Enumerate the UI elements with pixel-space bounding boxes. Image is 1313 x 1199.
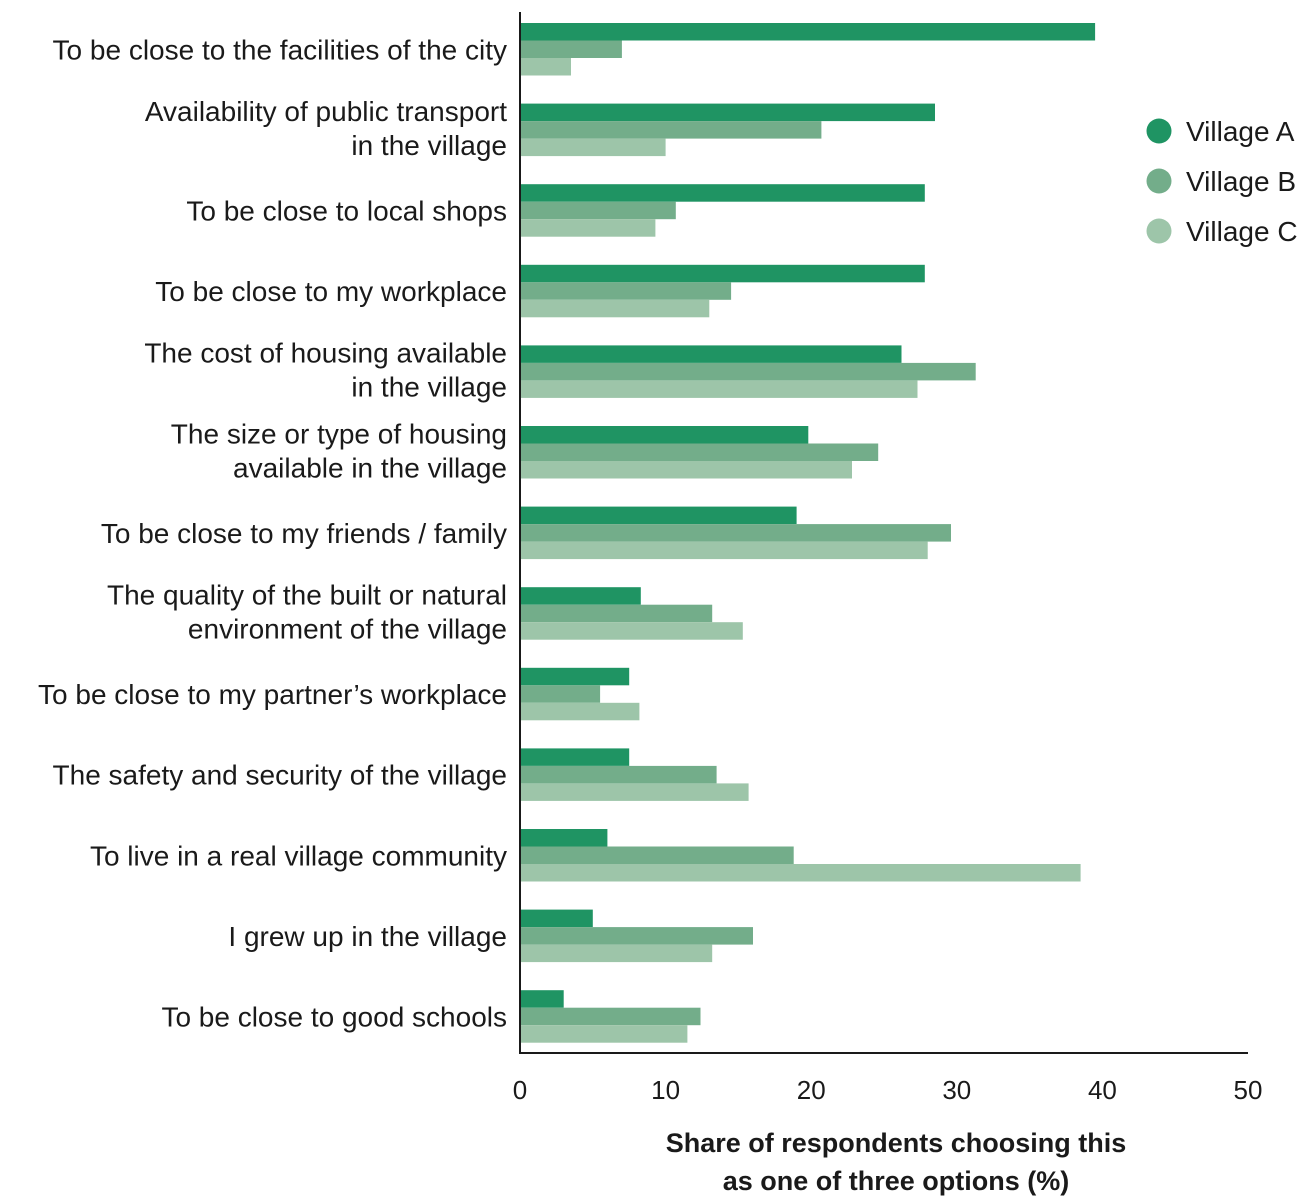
x-axis-title: Share of respondents choosing this as one… [666,1128,1127,1196]
bar-3-village-a [520,184,925,202]
bar-6-village-b [520,443,879,461]
legend-label: Village A [1186,116,1295,147]
category-label: The safety and security of the village [53,760,507,791]
category-label: Availability of public transport [145,96,507,127]
bar-5-village-a [520,345,902,363]
bar-12-village-b [520,927,753,945]
bar-4-village-c [520,299,710,318]
x-axis-ticks: 0 10 20 30 40 50 [513,1075,1263,1105]
bar-11-village-c [520,864,1081,882]
category-label: available in the village [233,452,507,483]
bar-13-village-a [520,990,564,1008]
category-label: To be close to good schools [161,1001,507,1032]
bar-7-village-b [520,524,951,542]
bar-5-village-c [520,380,918,398]
category-label: To be close to my partner’s workplace [38,679,507,710]
bar-2-village-a [520,103,935,122]
bar-7-village-a [520,506,797,525]
x-axis-title-line: as one of three options (%) [723,1166,1070,1196]
bar-2-village-b [520,121,822,139]
legend-swatch [1146,218,1172,244]
x-axis-title-line: Share of respondents choosing this [666,1128,1127,1158]
bar-10-village-c [520,783,749,801]
bar-9-village-b [520,685,601,703]
bar-12-village-a [520,909,593,928]
bar-3-village-b [520,201,676,220]
x-tick-label: 30 [942,1075,971,1105]
bar-7-village-c [520,541,928,560]
legend-label: Village C [1186,216,1298,247]
bar-12-village-c [520,944,713,963]
category-label: To be close to local shops [186,195,507,226]
x-tick-label: 40 [1088,1075,1117,1105]
x-tick-label: 50 [1234,1075,1263,1105]
bar-4-village-a [520,264,925,283]
bar-9-village-c [520,702,640,721]
legend: Village A Village B Village C [1146,116,1298,247]
category-label: in the village [351,372,507,403]
bar-11-village-b [520,846,794,864]
bar-8-village-c [520,622,743,640]
bar-1-village-c [520,58,571,76]
bar-5-village-b [520,362,976,381]
bar-2-village-c [520,138,666,157]
category-label: The cost of housing available [144,338,507,369]
bar-8-village-b [520,604,713,623]
category-label: in the village [351,130,507,161]
x-tick-label: 0 [513,1075,527,1105]
category-label: The quality of the built or natural [107,579,507,610]
bar-11-village-a [520,829,608,847]
bars-layer [520,23,1096,1043]
category-label: The size or type of housing [171,418,507,449]
legend-label: Village B [1186,166,1296,197]
legend-swatch [1146,168,1172,194]
bar-8-village-a [520,587,641,605]
bar-1-village-b [520,40,622,58]
category-labels: To be close to the facilities of the cit… [38,34,507,1032]
bar-10-village-a [520,748,630,766]
category-label: To be close to my friends / family [101,518,507,549]
axes [519,12,1248,1054]
x-tick-label: 10 [651,1075,680,1105]
bar-4-village-b [520,282,732,300]
bar-10-village-b [520,765,717,784]
category-label: To live in a real village community [90,840,507,871]
category-label: To be close to the facilities of the cit… [53,34,507,65]
category-label: I grew up in the village [228,921,507,952]
bar-6-village-c [520,461,852,479]
bar-13-village-b [520,1007,701,1026]
bar-1-village-a [520,23,1096,41]
bar-3-village-c [520,219,656,237]
category-label: environment of the village [188,613,507,644]
bar-13-village-c [520,1025,688,1043]
bar-9-village-a [520,667,630,686]
category-label: To be close to my workplace [155,276,507,307]
legend-swatch [1146,118,1172,144]
bar-6-village-a [520,426,809,444]
x-tick-label: 20 [797,1075,826,1105]
